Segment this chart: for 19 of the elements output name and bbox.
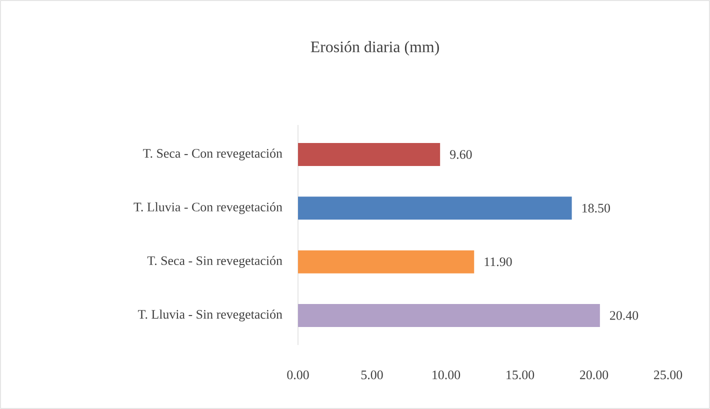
y-tick-label: T. Seca - Sin revegetación (147, 256, 282, 268)
chart-title: Erosión diaria (mm) (310, 41, 439, 56)
x-tick-label: 5.00 (361, 370, 383, 380)
x-tick-label: 20.00 (580, 370, 608, 380)
data-label: 20.40 (610, 311, 638, 320)
data-label: 9.60 (450, 150, 472, 159)
x-tick-label: 10.00 (432, 370, 460, 380)
x-tick-label: 15.00 (506, 370, 534, 380)
bar (298, 196, 572, 220)
data-label: 18.50 (582, 204, 610, 213)
y-tick-label: T. Lluvia - Con revegetación (134, 202, 282, 214)
y-tick-label: T. Seca - Con revegetación (143, 148, 282, 160)
x-tick-label: 25.00 (654, 370, 682, 380)
bar (298, 250, 474, 274)
bar (298, 143, 440, 166)
bar (298, 304, 600, 327)
data-label: 11.90 (484, 257, 512, 266)
y-tick-label: T. Lluvia - Sin revegetación (138, 310, 282, 322)
x-tick-label: 0.00 (287, 370, 309, 380)
